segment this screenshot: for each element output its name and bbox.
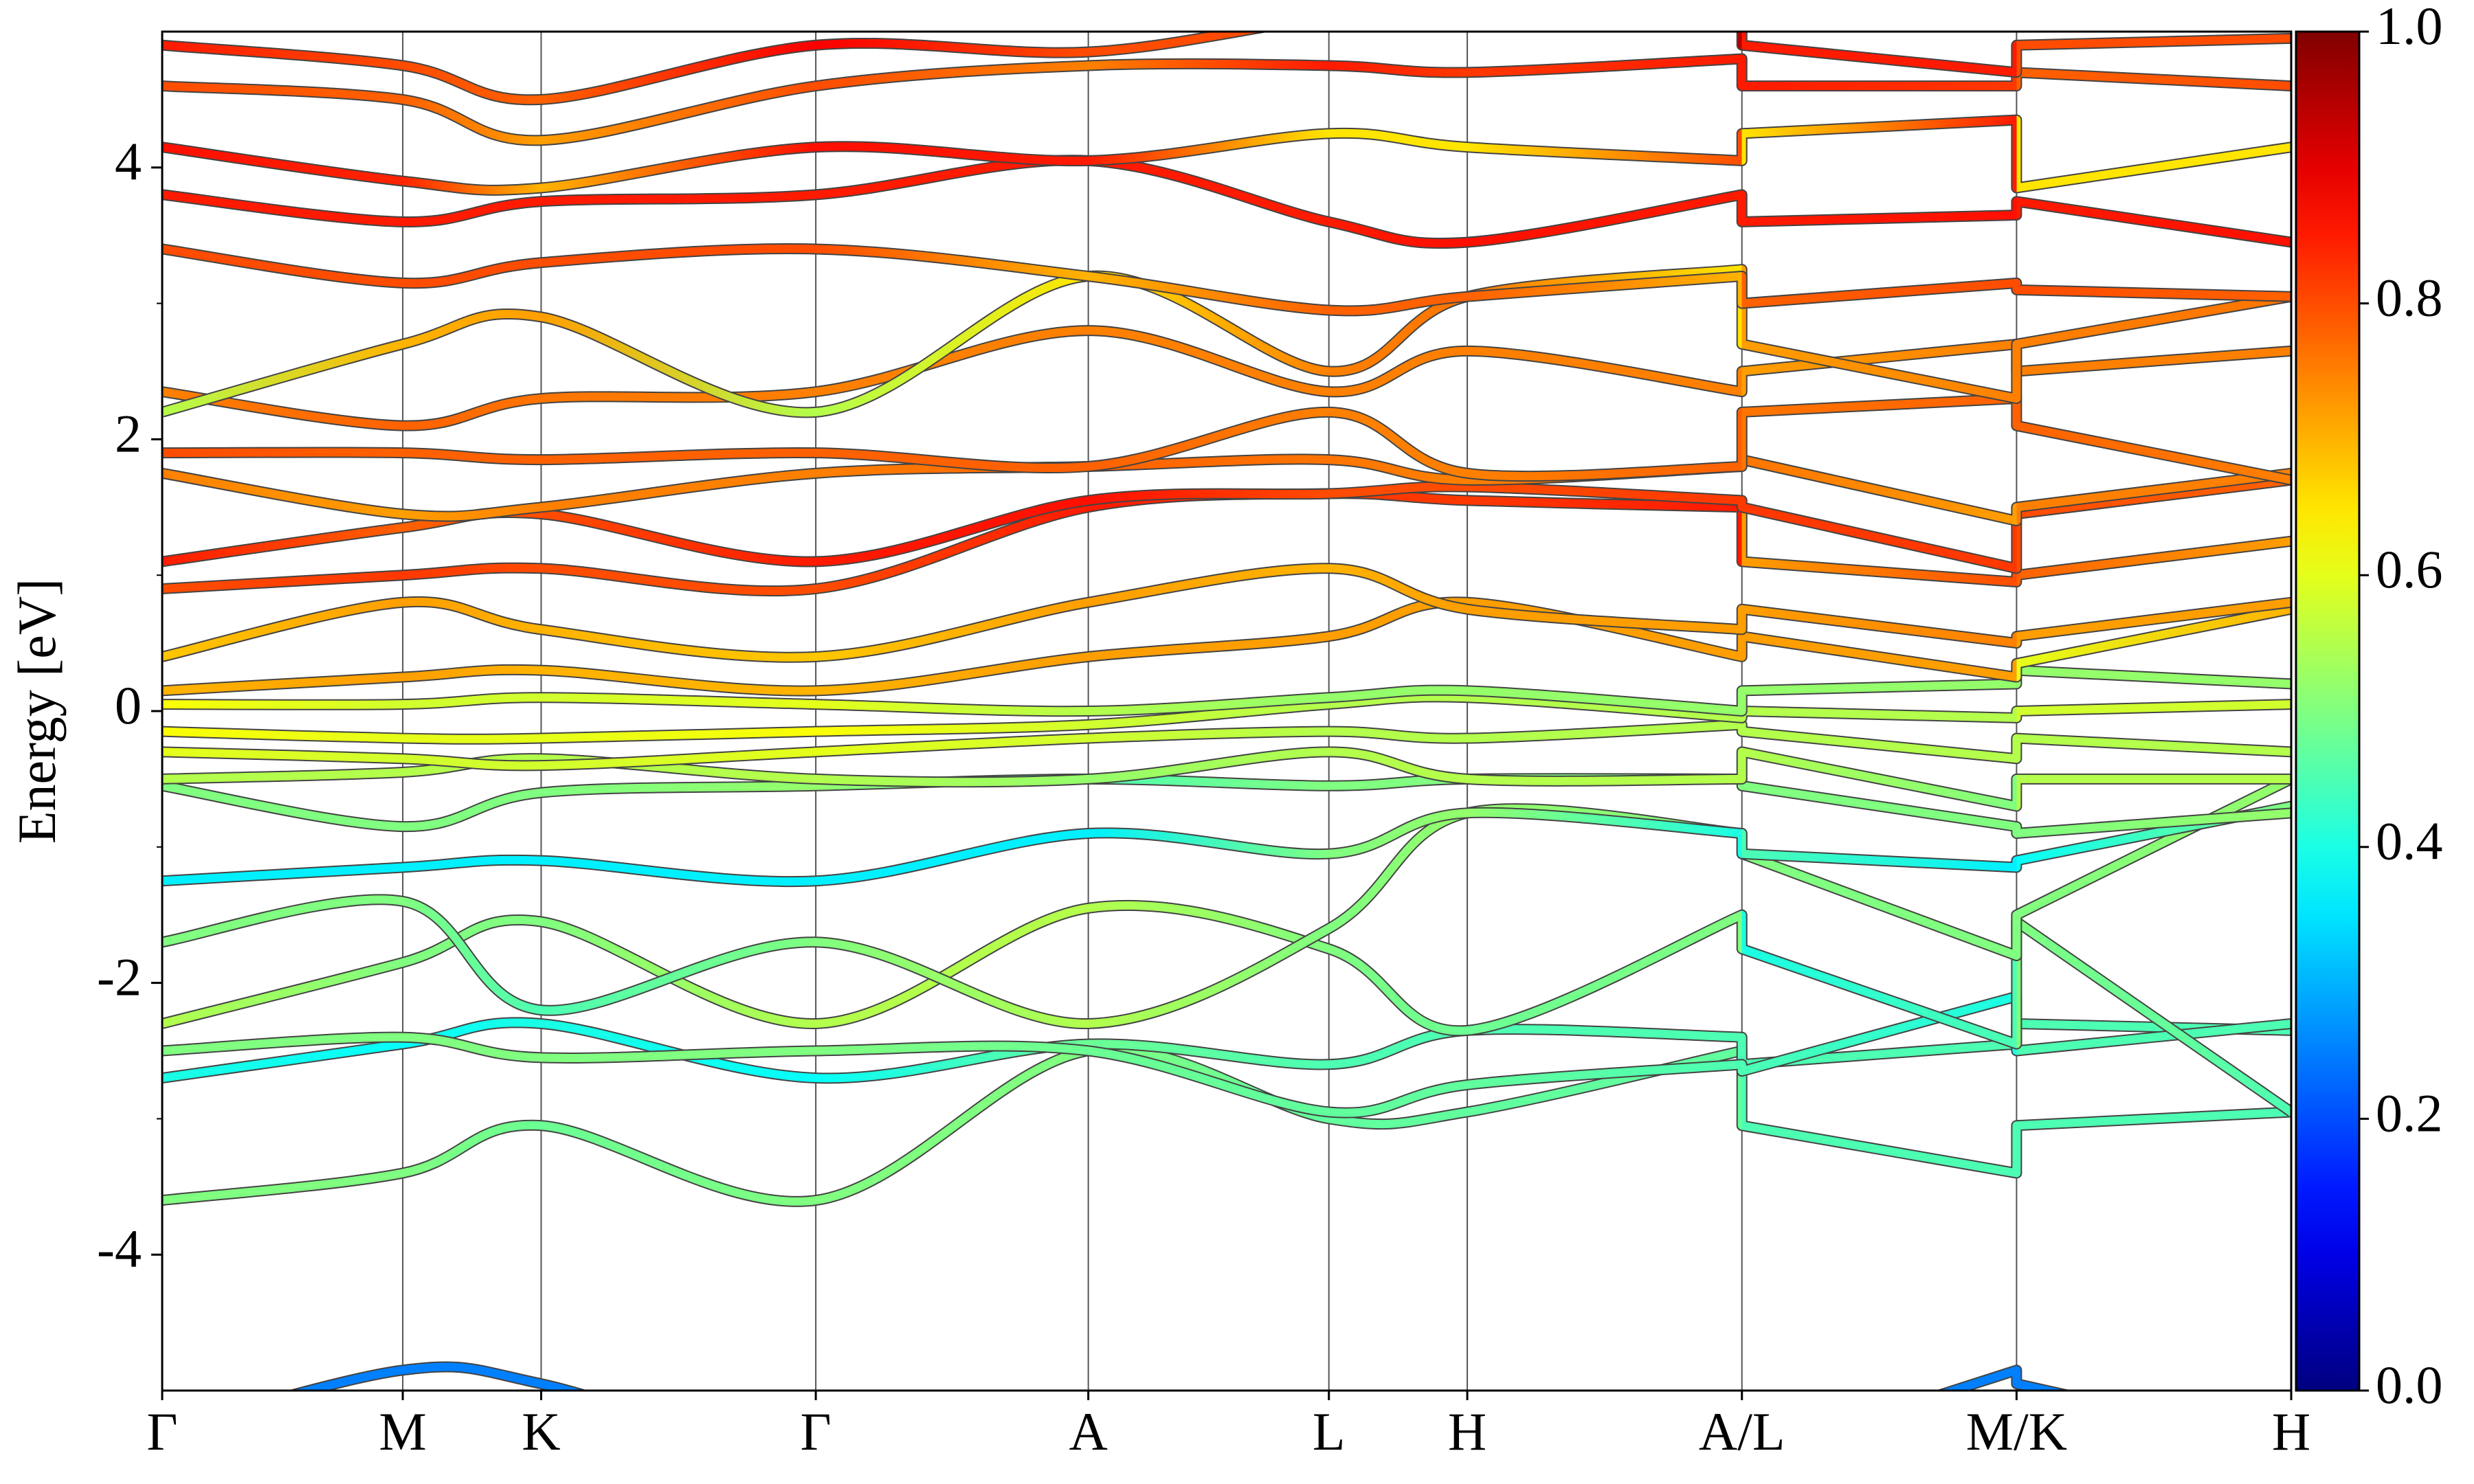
band-outline xyxy=(162,155,2291,249)
x-tick-label: M xyxy=(379,1402,426,1461)
colorbar-tick-label: 0.8 xyxy=(2376,268,2443,328)
band xyxy=(162,992,2291,1117)
band xyxy=(162,1045,2291,1206)
plot-frame xyxy=(161,30,2293,1392)
colorbar xyxy=(2295,30,2361,1392)
band xyxy=(162,564,2291,662)
band xyxy=(292,1362,2066,1391)
colorbar-tick-label: 0.6 xyxy=(2376,539,2443,599)
colorbar-tick-label: 0.0 xyxy=(2376,1355,2443,1415)
y-tick-label: -2 xyxy=(97,947,142,1007)
x-tick-label: Γ xyxy=(801,1402,832,1461)
band xyxy=(162,693,2291,743)
x-tick-label: K xyxy=(522,1402,560,1461)
band xyxy=(162,245,2291,315)
x-tick-label: L xyxy=(1313,1402,1346,1461)
colorbar-tick-label: 0.4 xyxy=(2376,811,2443,871)
band xyxy=(162,774,2291,838)
band xyxy=(162,802,2291,886)
x-tick-label: M/K xyxy=(1966,1402,2067,1461)
colorbar-tick-label: 0.2 xyxy=(2376,1083,2443,1143)
band xyxy=(162,1018,2291,1083)
x-tick-label: H xyxy=(2272,1402,2310,1461)
y-tick-label: 4 xyxy=(115,132,142,192)
band-outline xyxy=(162,1044,2291,1207)
band xyxy=(162,455,2291,526)
y-tick-label: 2 xyxy=(115,403,142,463)
band xyxy=(162,32,2291,104)
band xyxy=(162,156,2291,248)
band xyxy=(162,775,2291,1028)
band-outline xyxy=(162,243,2291,317)
x-tick-label: H xyxy=(1448,1402,1486,1461)
band xyxy=(162,265,2291,417)
band xyxy=(162,666,2291,716)
colorbar-tick-label: 1.0 xyxy=(2376,0,2443,56)
band xyxy=(162,54,2291,145)
band xyxy=(162,598,2291,695)
band xyxy=(162,720,2291,770)
x-tick-label: Γ xyxy=(146,1402,177,1461)
band xyxy=(162,394,2291,484)
band xyxy=(162,901,2291,1116)
x-tick-label: A xyxy=(1069,1402,1107,1461)
y-axis-label: Energy [eV] xyxy=(7,578,67,844)
band xyxy=(162,475,2291,573)
band xyxy=(162,115,2291,194)
bands xyxy=(162,32,2291,1391)
band xyxy=(162,326,2291,430)
x-tick-label: A/L xyxy=(1699,1402,1785,1461)
y-tick-label: -4 xyxy=(97,1219,142,1279)
y-tick-label: 0 xyxy=(115,675,142,735)
